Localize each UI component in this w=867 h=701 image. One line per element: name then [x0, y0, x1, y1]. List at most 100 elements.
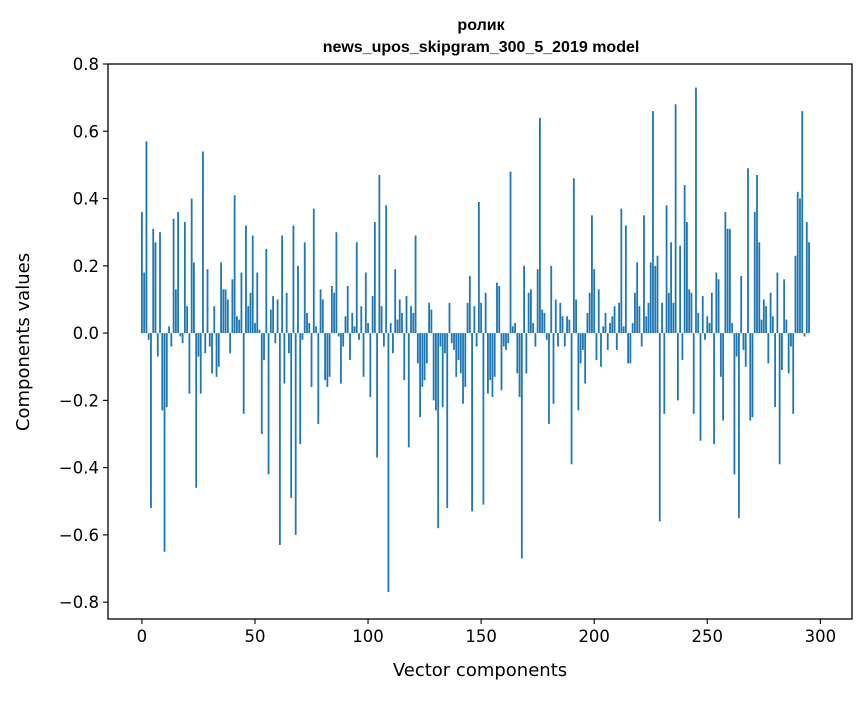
bar — [387, 333, 390, 593]
bar — [787, 333, 790, 374]
bar — [584, 333, 587, 384]
bar — [430, 309, 433, 334]
bar — [156, 333, 159, 357]
bar — [441, 333, 444, 408]
bar — [742, 333, 745, 350]
bar — [217, 333, 220, 367]
bar — [344, 316, 347, 334]
bar — [161, 333, 164, 411]
bar — [699, 333, 702, 441]
x-tick-label: 150 — [465, 627, 497, 646]
bar — [588, 292, 591, 334]
bar — [172, 218, 175, 334]
bar — [141, 212, 143, 334]
bar — [439, 333, 442, 347]
bar — [448, 302, 451, 334]
bar — [416, 333, 419, 364]
bar — [726, 228, 729, 334]
bar — [256, 272, 259, 334]
bar — [315, 326, 317, 334]
bar — [453, 333, 455, 350]
bar — [534, 333, 537, 347]
bar — [353, 326, 356, 334]
bar — [290, 333, 293, 498]
bar — [536, 269, 539, 334]
bar — [602, 326, 605, 334]
bar — [529, 289, 532, 334]
bar — [174, 289, 177, 334]
plot-area-frame — [107, 63, 853, 620]
bar — [681, 333, 684, 360]
bar — [181, 333, 184, 344]
bar — [475, 333, 478, 347]
bar — [618, 302, 620, 334]
bar — [233, 195, 236, 334]
bar — [613, 306, 616, 334]
bar — [762, 299, 765, 334]
bar — [690, 292, 693, 334]
bar — [288, 333, 290, 354]
bar — [473, 306, 476, 334]
bar — [425, 333, 428, 364]
bar — [516, 333, 519, 374]
bar — [213, 306, 216, 334]
bar — [713, 333, 715, 445]
bar — [220, 262, 222, 334]
y-tick-label: 0.0 — [73, 324, 99, 343]
bar — [351, 312, 354, 334]
bar — [405, 296, 408, 334]
bar — [464, 333, 467, 387]
bar — [557, 333, 559, 347]
bar — [597, 289, 600, 334]
bar — [143, 272, 146, 334]
bar — [595, 333, 598, 360]
bar — [704, 333, 706, 340]
bar — [466, 302, 469, 334]
bar — [321, 299, 324, 334]
bar — [319, 289, 322, 334]
bar — [371, 296, 374, 334]
bar — [518, 333, 521, 397]
bar — [152, 228, 155, 334]
bar — [265, 249, 268, 334]
bar — [581, 333, 584, 350]
bar — [376, 333, 379, 458]
bar — [606, 333, 609, 350]
bar — [570, 333, 573, 465]
bar — [349, 333, 351, 360]
bar — [183, 222, 186, 334]
x-tick-label: 100 — [352, 627, 384, 646]
bar — [208, 333, 211, 347]
bar — [744, 333, 747, 367]
bar — [722, 333, 725, 421]
bar — [611, 316, 614, 334]
bar — [688, 289, 691, 334]
x-tick-label: 300 — [805, 627, 837, 646]
bar — [780, 333, 783, 371]
y-axis-label: Components values — [13, 253, 34, 431]
bar — [249, 292, 252, 334]
bar — [254, 323, 256, 334]
bar — [649, 262, 652, 334]
bar — [491, 333, 494, 397]
bar — [299, 333, 302, 445]
bar — [760, 319, 763, 334]
bar — [224, 289, 227, 334]
bar — [717, 279, 720, 334]
bar — [756, 175, 758, 334]
bar — [509, 171, 512, 334]
bar — [790, 333, 792, 347]
bar — [710, 292, 713, 334]
bar — [401, 312, 403, 334]
bar — [190, 198, 193, 334]
bar — [799, 198, 801, 334]
bar — [792, 333, 795, 414]
bar — [312, 208, 315, 334]
bar — [226, 299, 229, 334]
bar — [654, 265, 657, 334]
bar — [457, 333, 460, 360]
bar — [337, 333, 340, 337]
bar — [561, 316, 564, 334]
bar — [398, 299, 401, 334]
